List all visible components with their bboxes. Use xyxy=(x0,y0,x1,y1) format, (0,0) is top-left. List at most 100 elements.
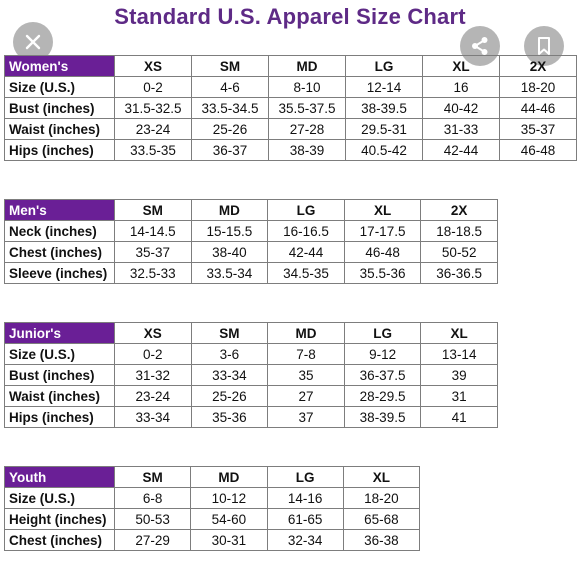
table-cell: 33.5-34.5 xyxy=(191,97,269,119)
table-cell: 17-17.5 xyxy=(343,220,422,242)
row-label: Size (U.S.) xyxy=(4,487,115,509)
table-cell: 50-53 xyxy=(113,508,192,530)
size-header: MD xyxy=(268,55,346,77)
mens-size-table: Men's SM MD LG XL 2X Neck (inches) 14-14… xyxy=(4,199,498,284)
table-cell: 34.5-35 xyxy=(267,262,345,284)
table-cell: 31.5-32.5 xyxy=(114,97,192,119)
table-cell: 25-26 xyxy=(191,118,269,140)
size-header: SM xyxy=(190,322,269,344)
table-cell: 35-36 xyxy=(190,406,269,428)
table-cell: 16 xyxy=(422,76,500,98)
table-cell: 27-28 xyxy=(268,118,346,140)
table-cell: 35.5-36 xyxy=(343,262,422,284)
table-cell: 42-44 xyxy=(422,139,500,161)
table-cell: 23-24 xyxy=(114,385,192,407)
table-cell: 31-33 xyxy=(422,118,500,140)
table-cell: 36-38 xyxy=(342,529,421,551)
table-cell: 31 xyxy=(420,385,498,407)
table-cell: 30-31 xyxy=(190,529,268,551)
table-row: Sleeve (inches) 32.5-33 33.5-34 34.5-35 … xyxy=(4,262,498,284)
row-label: Bust (inches) xyxy=(4,97,115,119)
size-header: LG xyxy=(345,55,423,77)
table-cell: 31-32 xyxy=(114,364,192,386)
table-cell: 38-40 xyxy=(190,241,269,263)
table-cell: 33-34 xyxy=(190,364,269,386)
table-cell: 35.5-37.5 xyxy=(268,97,346,119)
size-header: MD xyxy=(267,322,345,344)
youth-size-table: Youth SM MD LG XL Size (U.S.) 6-8 10-12 … xyxy=(4,466,421,551)
size-header: SM xyxy=(114,199,192,221)
table-cell: 36-37 xyxy=(191,139,269,161)
size-header: 2X xyxy=(499,55,577,77)
table-cell: 0-2 xyxy=(114,76,192,98)
table-cell: 54-60 xyxy=(190,508,268,530)
juniors-size-table: Junior's XS SM MD LG XL Size (U.S.) 0-2 … xyxy=(4,322,498,428)
table-cell: 36-36.5 xyxy=(420,262,498,284)
size-header: SM xyxy=(113,466,192,488)
table-cell: 35-37 xyxy=(114,241,192,263)
table-header-row: Youth SM MD LG XL xyxy=(4,466,421,488)
table-cell: 33-34 xyxy=(114,406,192,428)
row-label: Height (inches) xyxy=(4,508,115,530)
table-cell: 15-15.5 xyxy=(190,220,269,242)
table-row: Waist (inches) 23-24 25-26 27 28-29.5 31 xyxy=(4,385,498,407)
table-row: Chest (inches) 35-37 38-40 42-44 46-48 5… xyxy=(4,241,498,263)
row-label: Hips (inches) xyxy=(4,139,115,161)
row-label: Waist (inches) xyxy=(4,118,115,140)
table-cell: 40.5-42 xyxy=(345,139,423,161)
table-cell: 36-37.5 xyxy=(343,364,422,386)
table-row: Hips (inches) 33-34 35-36 37 38-39.5 41 xyxy=(4,406,498,428)
table-cell: 27 xyxy=(267,385,345,407)
size-header: XL xyxy=(420,322,498,344)
table-cell: 32.5-33 xyxy=(114,262,192,284)
row-label: Sleeve (inches) xyxy=(4,262,115,284)
size-header: XS xyxy=(114,322,192,344)
table-cell: 23-24 xyxy=(114,118,192,140)
size-header: XL xyxy=(343,199,422,221)
table-header-row: Women's XS SM MD LG XL 2X xyxy=(4,55,577,77)
table-title-mens: Men's xyxy=(4,199,115,221)
table-cell: 61-65 xyxy=(266,508,344,530)
table-cell: 33.5-34 xyxy=(190,262,269,284)
bookmark-icon xyxy=(538,37,550,55)
size-header: LG xyxy=(343,322,422,344)
size-header: MD xyxy=(190,466,268,488)
table-cell: 46-48 xyxy=(499,139,577,161)
table-row: Neck (inches) 14-14.5 15-15.5 16-16.5 17… xyxy=(4,220,498,242)
table-title-juniors: Junior's xyxy=(4,322,115,344)
size-header: SM xyxy=(191,55,269,77)
table-cell: 29.5-31 xyxy=(345,118,423,140)
table-cell: 28-29.5 xyxy=(343,385,422,407)
table-header-row: Men's SM MD LG XL 2X xyxy=(4,199,498,221)
table-cell: 25-26 xyxy=(190,385,269,407)
table-header-row: Junior's XS SM MD LG XL xyxy=(4,322,498,344)
table-cell: 18-20 xyxy=(499,76,577,98)
table-cell: 12-14 xyxy=(345,76,423,98)
size-header: LG xyxy=(267,199,345,221)
womens-size-table: Women's XS SM MD LG XL 2X Size (U.S.) 0-… xyxy=(4,55,577,161)
table-cell: 44-46 xyxy=(499,97,577,119)
table-cell: 4-6 xyxy=(191,76,269,98)
table-cell: 41 xyxy=(420,406,498,428)
size-header: MD xyxy=(190,199,269,221)
table-title-womens: Women's xyxy=(4,55,115,77)
table-cell: 65-68 xyxy=(342,508,421,530)
table-cell: 39 xyxy=(420,364,498,386)
table-cell: 42-44 xyxy=(267,241,345,263)
table-cell: 18-18.5 xyxy=(420,220,498,242)
row-label: Chest (inches) xyxy=(4,241,115,263)
table-cell: 38-39.5 xyxy=(343,406,422,428)
table-cell: 16-16.5 xyxy=(267,220,345,242)
table-cell: 38-39.5 xyxy=(345,97,423,119)
table-row: Height (inches) 50-53 54-60 61-65 65-68 xyxy=(4,508,421,530)
size-header: XL xyxy=(422,55,500,77)
table-cell: 18-20 xyxy=(342,487,421,509)
table-cell: 0-2 xyxy=(114,343,192,365)
table-cell: 38-39 xyxy=(268,139,346,161)
row-label: Hips (inches) xyxy=(4,406,115,428)
row-label: Size (U.S.) xyxy=(4,343,115,365)
table-row: Chest (inches) 27-29 30-31 32-34 36-38 xyxy=(4,529,421,551)
table-cell: 33.5-35 xyxy=(114,139,192,161)
size-header: LG xyxy=(266,466,344,488)
table-row: Size (U.S.) 0-2 3-6 7-8 9-12 13-14 xyxy=(4,343,498,365)
